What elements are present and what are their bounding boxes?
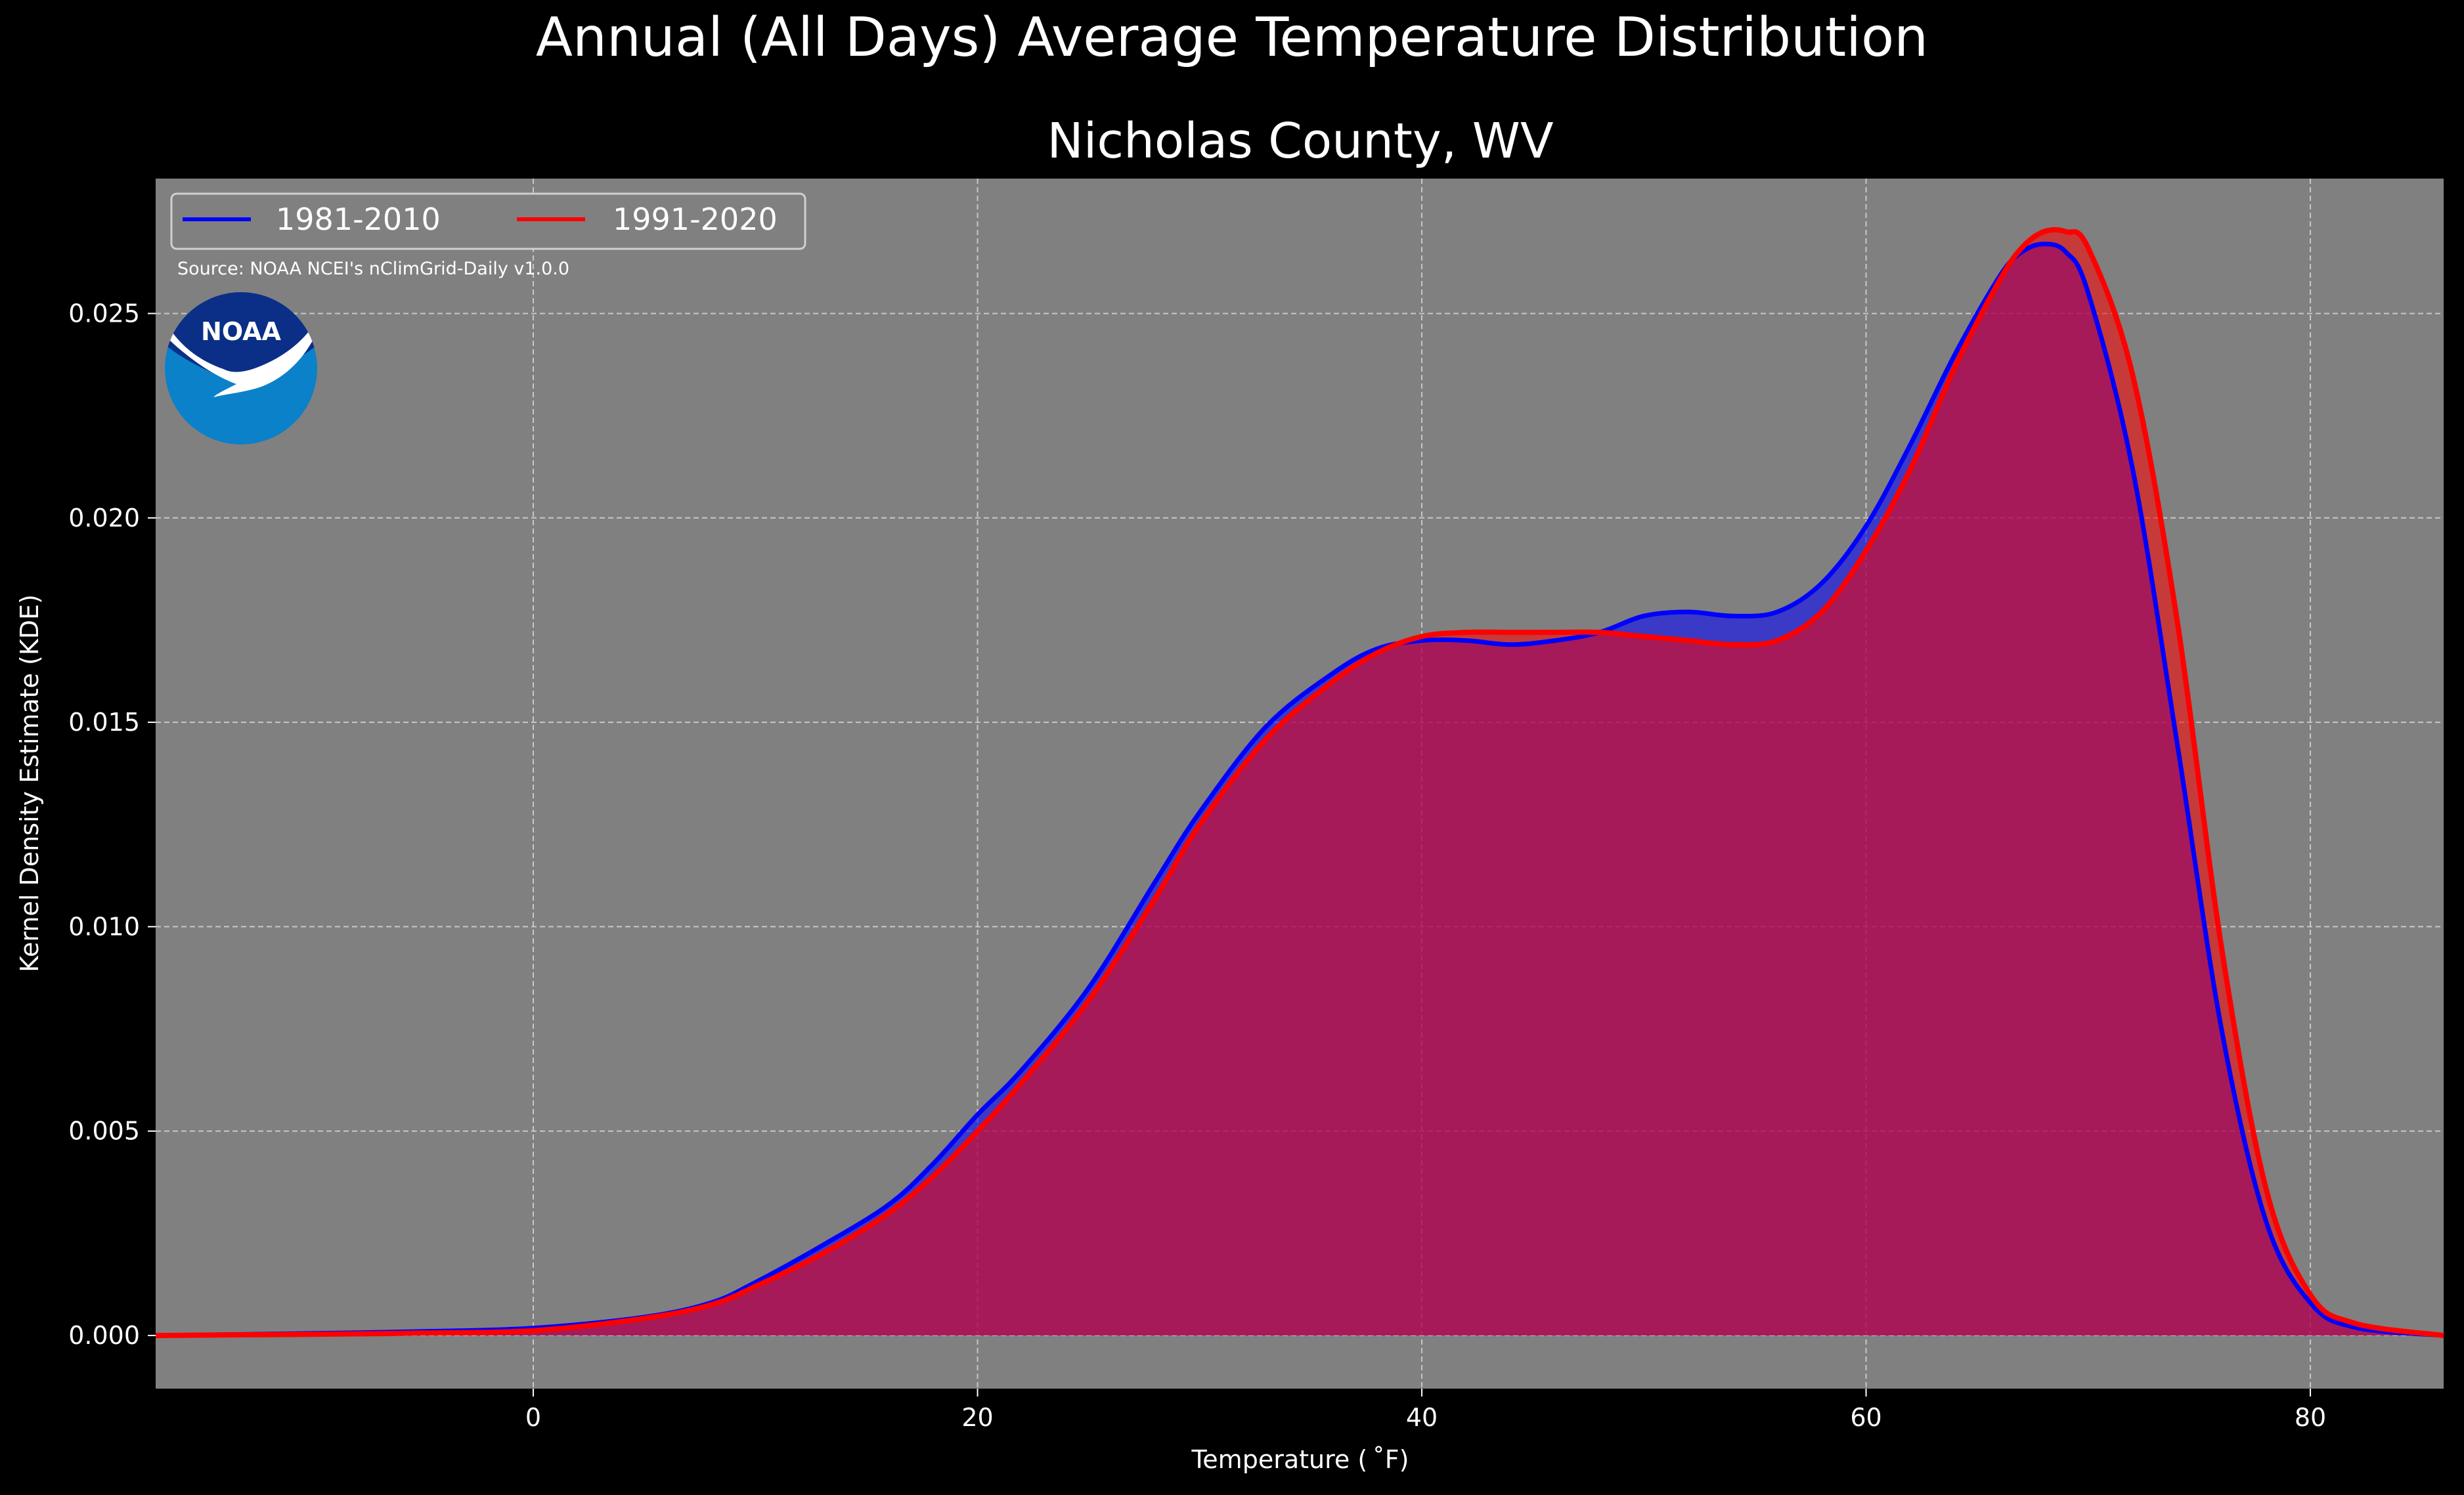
y-tick-label: 0.020 bbox=[68, 504, 140, 532]
x-tick-label: 80 bbox=[2295, 1403, 2326, 1432]
source-annotation: Source: NOAA NCEI's nClimGrid-Daily v1.0… bbox=[177, 259, 569, 279]
y-tick-label: 0.005 bbox=[68, 1117, 140, 1146]
legend-label-1981-2010: 1981-2010 bbox=[276, 202, 441, 237]
y-axis-ticks: 0.000 0.005 0.010 0.015 0.020 0.025 bbox=[68, 299, 156, 1350]
y-tick-label: 0.015 bbox=[68, 708, 140, 737]
y-tick-label: 0.025 bbox=[68, 299, 140, 328]
chart-title: Annual (All Days) Average Temperature Di… bbox=[536, 7, 1928, 69]
x-tick-label: 60 bbox=[1850, 1403, 1881, 1432]
y-axis-label: Kernel Density Estimate (KDE) bbox=[15, 594, 44, 972]
x-tick-label: 20 bbox=[961, 1403, 993, 1432]
x-axis-label: Temperature ( ˚F) bbox=[1191, 1445, 1409, 1474]
x-axis-ticks: 0 20 40 60 80 bbox=[525, 1389, 2326, 1432]
chart-subtitle: Nicholas County, WV bbox=[1047, 113, 1554, 169]
legend-box bbox=[170, 192, 806, 250]
series-lines bbox=[155, 227, 2444, 1339]
x-tick-label: 40 bbox=[1406, 1403, 1438, 1432]
x-tick-label: 0 bbox=[525, 1403, 541, 1432]
area-1991-2020 bbox=[156, 229, 2444, 1336]
legend-label-1991-2020: 1991-2020 bbox=[613, 202, 778, 237]
noaa-logo: NOAA bbox=[165, 292, 317, 444]
y-tick-label: 0.000 bbox=[68, 1321, 140, 1350]
y-tick-label: 0.010 bbox=[68, 912, 140, 941]
series-areas bbox=[156, 229, 2444, 1336]
line-1991-2020 bbox=[155, 227, 2444, 1339]
noaa-logo-text: NOAA bbox=[201, 317, 281, 346]
legend: 1981-2010 1991-2020 bbox=[170, 192, 806, 250]
line-1981-2010 bbox=[155, 242, 2444, 1338]
